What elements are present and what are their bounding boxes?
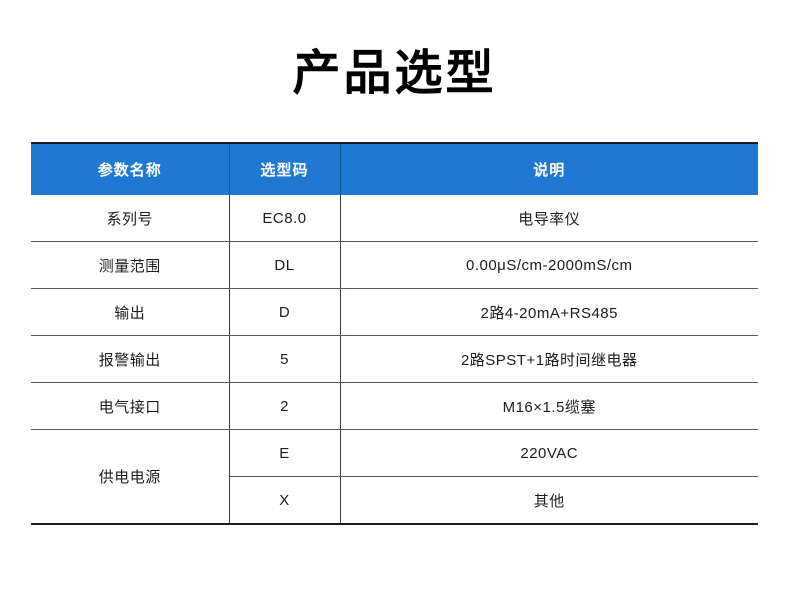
- cell-code: D: [229, 288, 341, 336]
- table-row: 电气接口 2 M16×1.5缆塞: [31, 382, 758, 430]
- column-header-code: 选型码: [229, 143, 341, 195]
- spec-table-container: 参数名称 选型码 说明 系列号 EC8.0 电导率仪 测量范围 DL 0.00μ…: [31, 142, 758, 525]
- table-row: 供电电源 E 220VAC: [31, 429, 758, 524]
- page-title: 产品选型: [292, 47, 497, 100]
- cell-code: X: [229, 476, 341, 524]
- cell-code: 2: [229, 382, 341, 430]
- cell-description: 2路SPST+1路时间继电器: [340, 335, 758, 383]
- cell-description: 2路4-20mA+RS485: [340, 288, 758, 336]
- table-row: 测量范围 DL 0.00μS/cm-2000mS/cm: [31, 241, 758, 289]
- column-header-parameter: 参数名称: [31, 143, 230, 195]
- cell-parameter-power-supply: 供电电源: [31, 429, 230, 524]
- table-row: 报警输出 5 2路SPST+1路时间继电器: [31, 335, 758, 383]
- cell-parameter: 测量范围: [31, 241, 230, 289]
- cell-parameter: 报警输出: [31, 335, 230, 383]
- cell-parameter: 电气接口: [31, 382, 230, 430]
- table-row: X 其他: [31, 476, 758, 524]
- cell-code: DL: [229, 241, 341, 289]
- table-body: 系列号 EC8.0 电导率仪 测量范围 DL 0.00μS/cm-2000mS/…: [31, 195, 758, 524]
- table-row: 系列号 EC8.0 电导率仪: [31, 195, 758, 242]
- cell-description: 220VAC: [340, 429, 758, 477]
- cell-code: EC8.0: [229, 195, 341, 242]
- cell-parameter: 系列号: [31, 195, 230, 242]
- cell-code: 5: [229, 335, 341, 383]
- table-header-row: 参数名称 选型码 说明: [31, 143, 758, 195]
- cell-description: 电导率仪: [340, 195, 758, 242]
- cell-description: 0.00μS/cm-2000mS/cm: [340, 241, 758, 289]
- column-header-description: 说明: [340, 143, 758, 195]
- table-header: 参数名称 选型码 说明: [31, 143, 758, 195]
- product-selection-table: 参数名称 选型码 说明 系列号 EC8.0 电导率仪 测量范围 DL 0.00μ…: [31, 142, 758, 525]
- cell-description: 其他: [340, 476, 758, 524]
- table-row: 输出 D 2路4-20mA+RS485: [31, 288, 758, 336]
- cell-description: M16×1.5缆塞: [340, 382, 758, 430]
- cell-parameter: 输出: [31, 288, 230, 336]
- cell-code: E: [229, 429, 341, 477]
